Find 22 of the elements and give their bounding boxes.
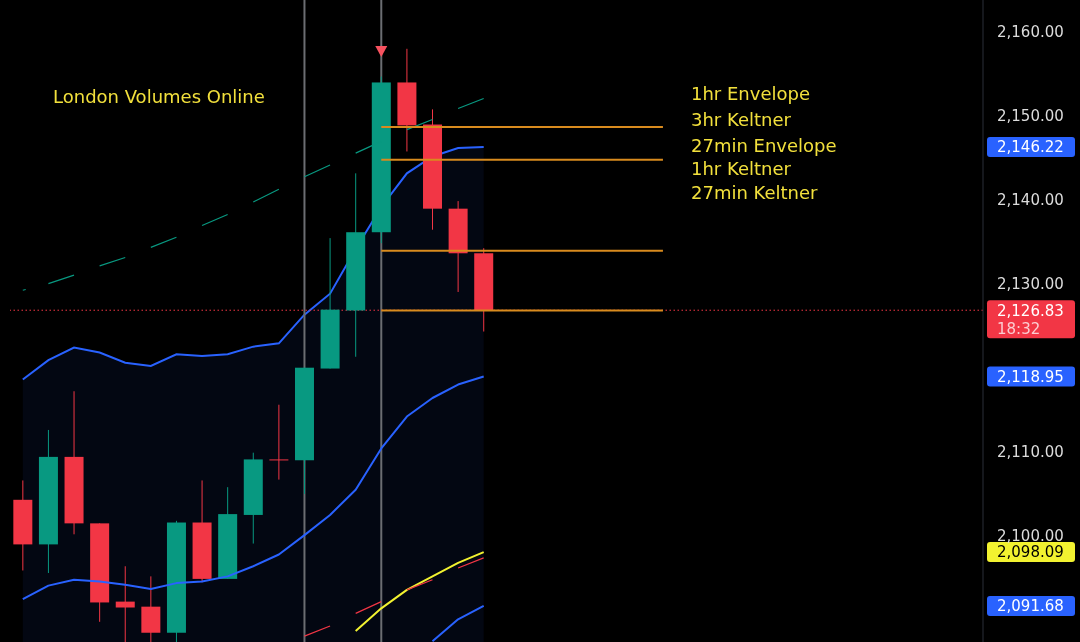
annotation: London Volumes Online (53, 86, 265, 108)
y-tick-label: 2,140.00 (997, 190, 1064, 209)
annotation: 27min Keltner (691, 182, 818, 204)
y-tick-label: 2,110.00 (997, 443, 1064, 462)
y-tick-label: 2,098.09 (997, 543, 1064, 562)
annotation: 1hr Envelope (691, 83, 811, 105)
ref-line-label: 2,126.83 (997, 301, 1064, 320)
annotation: 27min Envelope (691, 135, 837, 157)
candlestick (115, 565, 135, 642)
y-tick-label: 2,100.00 (997, 527, 1064, 546)
y-tick-label: 2,150.00 (997, 106, 1064, 125)
annotation: 1hr Keltner (691, 158, 791, 180)
text: 18:32 (997, 319, 1041, 338)
line-series (354, 551, 485, 633)
y-tick-label: 2,130.00 (997, 274, 1064, 293)
y-tick-label: 2,146.22 (997, 138, 1064, 157)
annotation: 3hr Keltner (691, 109, 791, 131)
y-tick-label: 2,160.00 (997, 22, 1064, 41)
candlestick (269, 404, 289, 481)
line-series (21, 375, 485, 601)
y-tick-label: 2,118.95 (997, 367, 1064, 386)
y-tick-label: 2,091.68 (997, 597, 1064, 616)
